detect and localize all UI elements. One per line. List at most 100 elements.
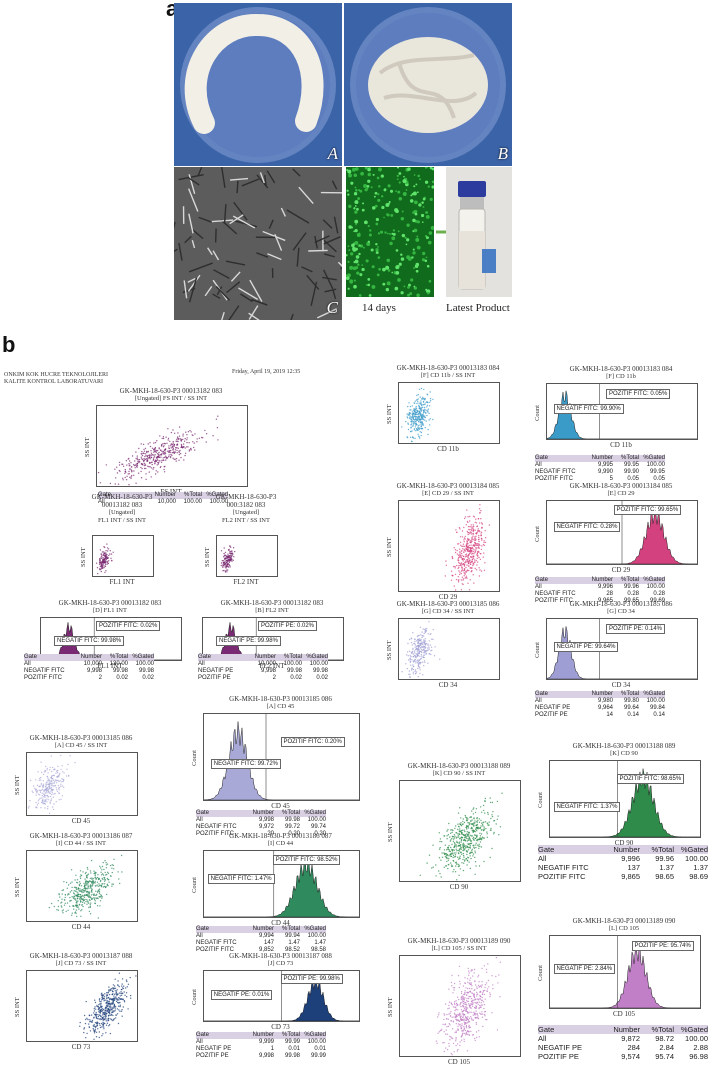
table-cell: 99.64 bbox=[623, 705, 639, 711]
table-header-cell: %Gated bbox=[643, 691, 665, 697]
table-cell: All bbox=[98, 499, 105, 505]
table-cell: 96.98 bbox=[689, 1052, 708, 1061]
table-header-cell: %Total bbox=[283, 654, 302, 660]
table-header-cell: %Total bbox=[620, 577, 639, 583]
cd45h-x-axis-label: CD 45 bbox=[271, 802, 290, 810]
cd11s-x-axis-label: CD 11b bbox=[437, 445, 459, 453]
table-row: POZITIF FITC 9,865 98.65 98.69 bbox=[538, 872, 708, 881]
fl2h-x-axis-label: FL2 INT bbox=[259, 662, 285, 670]
cd44h-y-axis-label: Count bbox=[191, 877, 198, 893]
table-row: POZITIF FITC 2 0.02 0.02 bbox=[24, 675, 154, 682]
cd29h-title: GK-MKH-18-630-P3 00013184 085 bbox=[569, 482, 673, 490]
cd29h-negative-gate: NEGATIF FITC: 0.28% bbox=[553, 522, 621, 533]
table-row: NEGATIF FITC 9,972 99.72 99.74 bbox=[196, 824, 326, 831]
table-cell: 1.37 bbox=[693, 863, 708, 872]
table-cell: POZITIF PE bbox=[198, 675, 231, 681]
cd90h-y-axis-label: Count bbox=[537, 792, 544, 808]
table-cell: 99.95 bbox=[649, 469, 665, 475]
table-cell: 9,980 bbox=[597, 698, 613, 704]
table-cell: NEGATIF PE bbox=[538, 1043, 583, 1052]
table-cell: POZITIF FITC bbox=[535, 476, 573, 482]
table-header: Gate Number %Total %Gated bbox=[98, 492, 228, 499]
table-cell: 0.20 bbox=[288, 831, 300, 837]
table-cell: All bbox=[196, 1039, 203, 1045]
cd105h-positive-gate: POZITIF PE: 95.74% bbox=[631, 940, 694, 951]
table-header-cell: Number bbox=[591, 455, 613, 461]
table-cell: All bbox=[535, 584, 542, 590]
photo-label-b: B bbox=[497, 144, 508, 163]
table-cell: 9,996 bbox=[597, 584, 613, 590]
fl1h-x-axis-label: FL1 INT bbox=[97, 662, 123, 670]
cd29s-y-axis-label: SS INT bbox=[386, 537, 393, 557]
table-cell: All bbox=[535, 698, 542, 704]
table-cell: 9,990 bbox=[597, 469, 613, 475]
cd90s-subtitle: [K] CD 90 / SS INT bbox=[432, 770, 486, 777]
cd73h-title: GK-MKH-18-630-P3 00013187 088 bbox=[229, 952, 332, 960]
table-cell: 100.00 bbox=[646, 462, 665, 468]
table-header-cell: Gate bbox=[24, 654, 38, 660]
cd90-stats-table: Gate Number %Total %Gated All 9,996 99.96 100.0… bbox=[538, 845, 708, 881]
table-cell: 99.96 bbox=[623, 584, 639, 590]
cd45h-negative-gate: NEGATIF FITC: 99.72% bbox=[210, 758, 281, 769]
table-cell: 10,000 bbox=[157, 499, 176, 505]
table-row: All 9,996 99.96 100.00 bbox=[535, 584, 665, 591]
table-cell: All bbox=[24, 661, 31, 667]
table-header-cell: %Total bbox=[620, 455, 639, 461]
table-cell: All bbox=[196, 817, 203, 823]
table-cell: 98.69 bbox=[689, 872, 708, 881]
fl2h-positive-gate: POZITIF PE: 0.02% bbox=[258, 621, 318, 632]
table-cell: 98.58 bbox=[310, 947, 326, 953]
table-row: NEGATIF PE 9,998 99.98 99.98 bbox=[198, 668, 328, 675]
lab-name-line2: KALITE KONTROL LABORATUVARI bbox=[4, 379, 103, 385]
table-cell: All bbox=[538, 1034, 547, 1043]
table-cell: 0.14 bbox=[653, 712, 665, 718]
table-row: All 9,994 99.94 100.00 bbox=[196, 933, 326, 940]
table-cell: 0.02 bbox=[142, 675, 154, 681]
table-row: NEGATIF PE 284 2.84 2.88 bbox=[538, 1043, 708, 1052]
cd105h-negative-gate: NEGATIF PE: 2.84% bbox=[553, 963, 616, 974]
table-row: All 10,000 100.00 100.00 bbox=[198, 661, 328, 668]
fl1s-scatter-plot bbox=[92, 535, 154, 577]
table-header: Gate Number %Total %Gated bbox=[196, 810, 326, 817]
table-cell: 9,872 bbox=[621, 1034, 640, 1043]
table-cell: 1.47 bbox=[314, 940, 326, 946]
table-cell: 100.00 bbox=[307, 933, 326, 939]
table-cell: POZITIF FITC bbox=[24, 675, 62, 681]
cd105h-y-axis-label: Count bbox=[537, 965, 544, 981]
cd29s-x-axis-label: CD 29 bbox=[438, 593, 458, 601]
cd11h-subtitle: [F] CD 11b bbox=[606, 373, 636, 380]
table-header-cell: %Total bbox=[183, 492, 202, 498]
table-row: POZITIF FITC 20 0.20 0.20 bbox=[196, 831, 326, 838]
fs-scatter-plot bbox=[96, 405, 248, 487]
table-header: Gate Number %Total %Gated bbox=[535, 577, 665, 584]
table-row: POZITIF FITC 9,852 98.52 98.58 bbox=[196, 947, 326, 954]
cd44s-x-axis-label: CD 44 bbox=[71, 923, 91, 931]
cd90h-title: GK-MKH-18-630-P3 00013188 089 bbox=[572, 742, 676, 750]
cd29s-title: GK-MKH-18-630-P3 00013184 085 bbox=[396, 482, 500, 490]
cd73s-y-axis-label: SS INT bbox=[14, 997, 21, 1017]
photo-cell-microscopy: C bbox=[174, 167, 342, 320]
table-cell: 99.99 bbox=[284, 1039, 300, 1045]
table-header-cell: %Total bbox=[109, 654, 128, 660]
table-cell: 99.98 bbox=[284, 1053, 300, 1059]
table-row: All 9,980 99.80 100.00 bbox=[535, 698, 665, 705]
table-header-cell: Number bbox=[252, 1032, 274, 1038]
cd105h-x-axis-label: CD 105 bbox=[613, 1010, 635, 1018]
table-row: NEGATIF FITC 9,998 99.98 99.98 bbox=[24, 668, 154, 675]
table-cell: 9,999 bbox=[258, 1039, 274, 1045]
cd44h-x-axis-label: CD 44 bbox=[271, 919, 290, 927]
fl2s-subtitle: [Ungated] bbox=[232, 509, 260, 516]
cd34s-y-axis-label: SS INT bbox=[386, 640, 393, 660]
table-cell: 0.05 bbox=[627, 476, 639, 482]
fs-stats-table: Gate Number %Total %Gated All 10,000 100.00 100… bbox=[98, 492, 228, 506]
photo-product-vial bbox=[446, 167, 512, 297]
table-cell: NEGATIF FITC bbox=[538, 863, 589, 872]
cd11h-title: GK-MKH-18-630-P3 00013183 084 bbox=[569, 365, 673, 373]
cd90h-histogram bbox=[549, 760, 701, 838]
fl2h-negative-gate: NEGATIF PE: 99.98% bbox=[216, 635, 281, 646]
caption-latest-product: Latest Product bbox=[446, 302, 510, 314]
table-cell: All bbox=[198, 661, 205, 667]
table-row: POZITIF PE 14 0.14 0.14 bbox=[535, 712, 665, 719]
table-cell: 9,852 bbox=[258, 947, 274, 953]
cd73h-y-axis-label: Count bbox=[191, 989, 198, 1005]
